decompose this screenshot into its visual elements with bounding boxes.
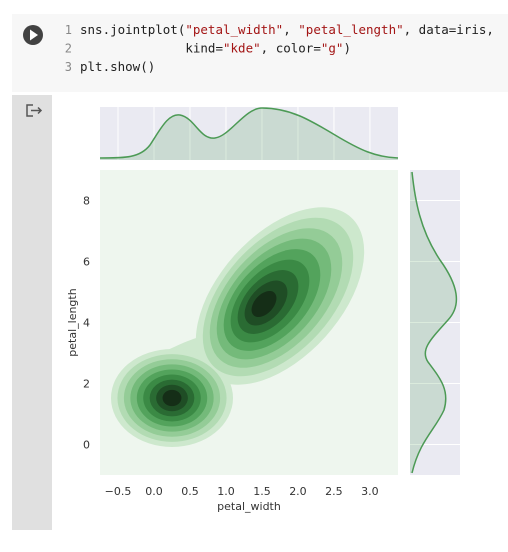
run-button[interactable] — [23, 25, 43, 45]
line-number: 2 — [65, 42, 72, 56]
code-cell — [12, 14, 508, 92]
line-number: 1 — [65, 23, 72, 37]
kde-contour — [251, 290, 277, 318]
right-marginal-curve — [411, 171, 458, 474]
top-marginal-density — [100, 108, 398, 160]
x-tick-label: 2.5 — [325, 485, 343, 498]
output-icon[interactable] — [26, 104, 43, 117]
y-tick-label: 0 — [83, 439, 90, 452]
code-line: plt.show() — [80, 59, 155, 74]
code-token: plt.show() — [80, 59, 155, 74]
x-tick-label: 1.0 — [217, 485, 235, 498]
code-line: sns.jointplot("petal_width", "petal_leng… — [80, 22, 494, 37]
code-token: sns.jointplot( — [80, 22, 185, 37]
x-tick-label: 2.0 — [289, 485, 307, 498]
code-token: "petal_length" — [298, 22, 403, 37]
code-token: "g" — [321, 41, 344, 56]
x-tick-label: 3.0 — [361, 485, 379, 498]
x-axis-label: petal_width — [217, 500, 281, 513]
y-axis-label: petal_length — [66, 288, 79, 356]
code-token: , data=iris, — [404, 22, 494, 37]
code-token: "petal_width" — [185, 22, 283, 37]
right-marginal-density — [410, 172, 457, 473]
code-token: , — [283, 22, 298, 37]
y-tick-label: 6 — [83, 256, 90, 269]
code-line: kind="kde", color="g") — [80, 41, 351, 56]
top-margin-bg — [100, 107, 398, 160]
code-token: , color= — [261, 41, 321, 56]
x-tick-label: 0.5 — [181, 485, 199, 498]
code-token: ) — [343, 41, 351, 56]
y-tick-label: 2 — [83, 378, 90, 391]
output-gutter — [12, 95, 52, 530]
y-tick-label: 4 — [83, 317, 90, 330]
top-marginal-curve — [99, 107, 399, 159]
kde-contour — [162, 389, 182, 407]
code-token: kind= — [80, 41, 223, 56]
code-token: "kde" — [223, 41, 261, 56]
x-tick-label: 0.0 — [145, 485, 163, 498]
y-tick-label: 8 — [83, 195, 90, 208]
line-number: 3 — [65, 60, 72, 74]
x-tick-label: −0.5 — [105, 485, 132, 498]
x-tick-label: 1.5 — [253, 485, 271, 498]
